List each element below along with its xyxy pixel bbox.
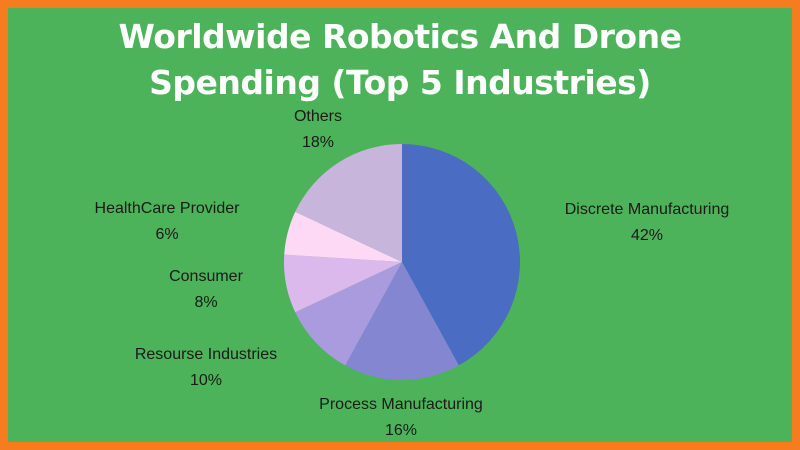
slice-category-label: Resourse Industries [135,346,277,363]
pie-slice [402,144,521,366]
slice-category-label: Others [294,108,342,125]
slice-category-label: HealthCare Provider [95,200,241,217]
slice-value-label: 16% [385,422,417,439]
slice-category-label: Process Manufacturing [319,396,483,413]
chart-title: Worldwide Robotics And Drone Spending (T… [118,17,682,102]
slice-category-label: Consumer [169,268,243,285]
pie-slice [284,211,402,262]
pie-slice [283,254,402,313]
pie-slice [295,262,402,366]
slice-category-label: Discrete Manufacturing [565,201,730,218]
slice-value-label: 8% [194,294,217,311]
slice-value-label: 10% [190,372,222,389]
pie-slice [345,262,459,380]
slice-value-label: 18% [302,134,334,151]
pie-slice [295,144,402,262]
slice-value-label: 6% [155,226,178,243]
slice-value-label: 42% [631,227,663,244]
